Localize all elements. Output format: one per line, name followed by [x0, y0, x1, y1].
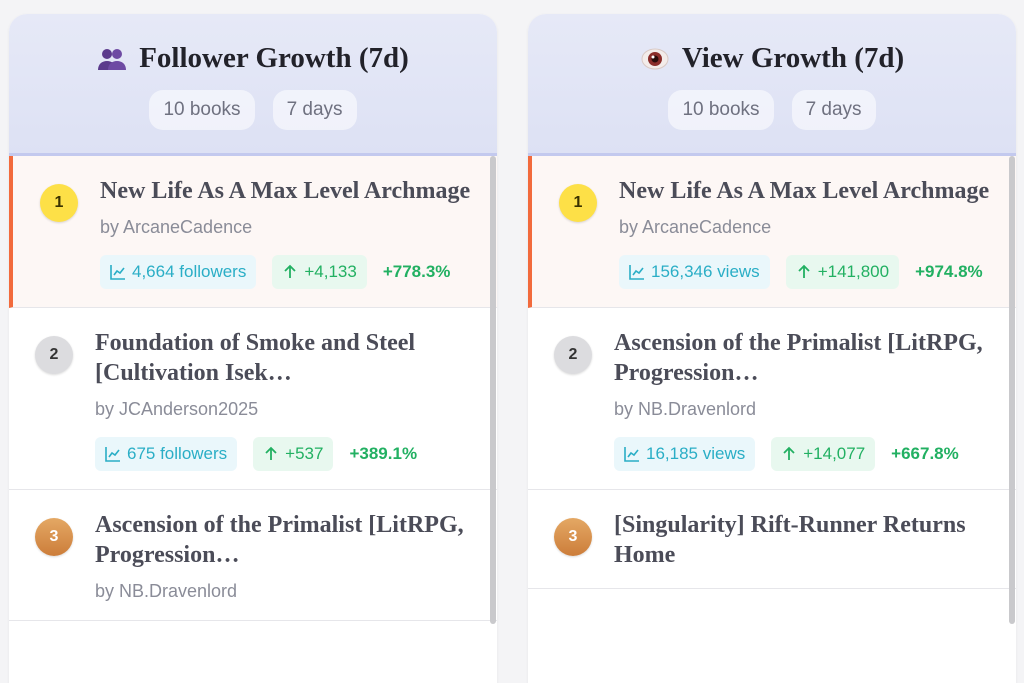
- total-badge: 4,664 followers: [100, 255, 257, 289]
- gain-value: +141,800: [817, 262, 890, 281]
- total-value: 4,664 followers: [132, 262, 247, 281]
- rank-badge: 1: [40, 184, 78, 222]
- gain-value: +4,133: [304, 262, 357, 281]
- arrow-up-icon: [783, 446, 795, 460]
- book-title[interactable]: Ascension of the Primalist [LitRPG, Prog…: [614, 330, 983, 386]
- panel-header: View Growth (7d) 10 books 7 days: [528, 14, 1016, 156]
- book-title[interactable]: [Singularity] Rift-Runner Returns Home: [614, 512, 966, 568]
- gain-badge: +537: [253, 437, 334, 471]
- scrollbar[interactable]: [1009, 156, 1015, 624]
- total-value: 675 followers: [127, 444, 228, 463]
- rank-badge: 1: [559, 184, 597, 222]
- book-author: by ArcaneCadence: [100, 217, 253, 237]
- list-item[interactable]: 2 Foundation of Smoke and Steel [Cultiva…: [9, 308, 497, 490]
- list-item[interactable]: 1 New Life As A Max Level Archmage by Ar…: [528, 156, 1016, 308]
- percent-change: +778.3%: [382, 262, 451, 281]
- view-growth-panel: View Growth (7d) 10 books 7 days 1 New L…: [528, 14, 1016, 683]
- period-chip: 7 days: [272, 90, 357, 130]
- total-badge: 675 followers: [95, 437, 238, 471]
- stats-row: 156,346 views +141,800 +974.8%: [619, 255, 990, 289]
- total-value: 16,185 views: [646, 444, 746, 463]
- stats-row: 675 followers +537 +389.1%: [95, 437, 471, 471]
- gain-badge: +141,800: [785, 255, 900, 289]
- arrow-up-icon: [284, 264, 296, 278]
- list-item[interactable]: 3 Ascension of the Primalist [LitRPG, Pr…: [9, 490, 497, 621]
- period-chip: 7 days: [791, 90, 876, 130]
- book-author: by NB.Dravenlord: [95, 581, 238, 601]
- gain-value: +14,077: [803, 444, 866, 463]
- trend-chart-icon: [629, 265, 644, 280]
- trend-chart-icon: [624, 447, 639, 462]
- book-list[interactable]: 1 New Life As A Max Level Archmage by Ar…: [528, 156, 1016, 683]
- book-author: by ArcaneCadence: [619, 217, 772, 237]
- panel-header: Follower Growth (7d) 10 books 7 days: [9, 14, 497, 156]
- people-icon: [97, 46, 127, 72]
- gain-badge: +4,133: [272, 255, 367, 289]
- list-item[interactable]: 2 Ascension of the Primalist [LitRPG, Pr…: [528, 308, 1016, 490]
- book-author: by NB.Dravenlord: [614, 399, 757, 419]
- trend-chart-icon: [105, 447, 120, 462]
- book-author: by JCAnderson2025: [95, 399, 259, 419]
- list-item[interactable]: 3 [Singularity] Rift-Runner Returns Home: [528, 490, 1016, 589]
- list-item[interactable]: 1 New Life As A Max Level Archmage by Ar…: [9, 156, 497, 308]
- panel-title-text: Follower Growth (7d): [139, 42, 409, 74]
- rank-badge: 2: [35, 336, 73, 374]
- stats-row: 16,185 views +14,077 +667.8%: [614, 437, 990, 471]
- arrow-up-icon: [798, 264, 810, 278]
- gain-value: +537: [285, 444, 324, 463]
- total-badge: 156,346 views: [619, 255, 770, 289]
- book-list[interactable]: 1 New Life As A Max Level Archmage by Ar…: [9, 156, 497, 683]
- panel-title: View Growth (7d): [640, 42, 904, 75]
- arrow-up-icon: [265, 446, 277, 460]
- percent-change: +667.8%: [891, 444, 959, 463]
- book-title[interactable]: Ascension of the Primalist [LitRPG, Prog…: [95, 512, 464, 568]
- stats-row: 4,664 followers +4,133 +778.3%: [100, 255, 471, 289]
- books-count-chip: 10 books: [668, 90, 774, 130]
- rank-badge: 2: [554, 336, 592, 374]
- gain-badge: +14,077: [771, 437, 876, 471]
- follower-growth-panel: Follower Growth (7d) 10 books 7 days 1 N…: [9, 14, 497, 683]
- panel-title: Follower Growth (7d): [97, 42, 409, 75]
- total-value: 156,346 views: [651, 262, 760, 281]
- scrollbar[interactable]: [490, 156, 496, 624]
- total-badge: 16,185 views: [614, 437, 756, 471]
- book-title[interactable]: New Life As A Max Level Archmage: [619, 178, 990, 204]
- panel-chips: 10 books 7 days: [149, 90, 357, 130]
- books-count-chip: 10 books: [149, 90, 255, 130]
- panel-title-text: View Growth (7d): [681, 42, 905, 74]
- trend-chart-icon: [110, 265, 125, 280]
- rank-badge: 3: [35, 518, 73, 556]
- percent-change: +389.1%: [349, 444, 418, 463]
- book-title[interactable]: Foundation of Smoke and Steel [Cultivati…: [95, 330, 416, 386]
- rank-badge: 3: [554, 518, 592, 556]
- percent-change: +974.8%: [915, 262, 983, 281]
- panel-chips: 10 books 7 days: [668, 90, 876, 130]
- book-title[interactable]: New Life As A Max Level Archmage: [100, 178, 471, 204]
- eye-icon: [640, 46, 670, 72]
